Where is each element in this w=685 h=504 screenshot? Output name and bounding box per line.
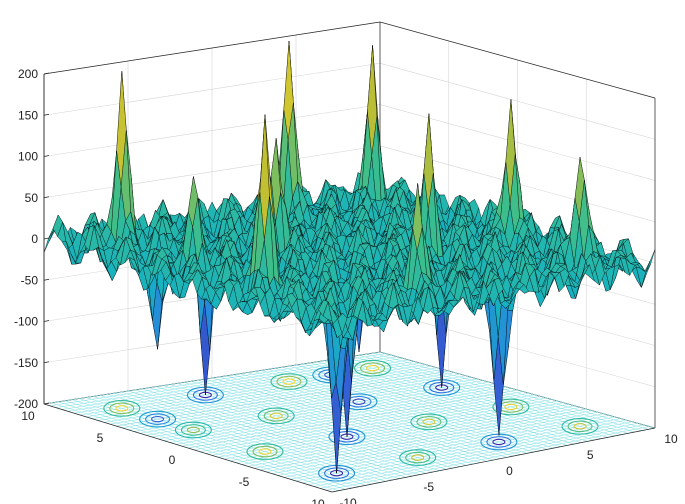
grid-line xyxy=(43,62,381,116)
box-edge xyxy=(43,21,381,75)
floor-contour-ring xyxy=(504,403,518,411)
floor-contour-ring xyxy=(492,398,530,416)
floor-contour-line xyxy=(337,358,615,437)
floor-contour-ring xyxy=(276,375,302,388)
floor-contour-ring xyxy=(246,443,284,460)
surface-mesh xyxy=(43,41,656,474)
floor-contour-line xyxy=(351,356,629,434)
z-tick-label: -50 xyxy=(21,273,39,287)
z-tick-mark xyxy=(43,72,50,75)
z-tick-label: 0 xyxy=(31,232,38,246)
axes-box xyxy=(43,72,656,493)
surface-patch xyxy=(327,318,338,338)
z-tick-label: 50 xyxy=(25,191,39,205)
floor-contour-ring xyxy=(103,399,141,417)
floor-contour-ring xyxy=(263,410,289,422)
grid-line xyxy=(43,104,381,157)
axis-line xyxy=(43,403,333,493)
y-tick-label: -5 xyxy=(239,475,250,489)
y-tick-label: 0 xyxy=(169,453,176,467)
floor-contour-line xyxy=(372,352,649,430)
floor-contour-ring xyxy=(186,426,200,434)
floor-contour-ring xyxy=(252,445,278,458)
floor-contour-ring xyxy=(411,454,425,461)
floor-contour-ring xyxy=(486,436,512,448)
y-tick-label: 5 xyxy=(97,431,104,445)
floor-contour-ring xyxy=(405,451,431,464)
z-tick-label: 100 xyxy=(18,150,38,164)
floor-contour-ring xyxy=(174,421,212,439)
floor-contour-ring xyxy=(416,416,442,428)
floor-contour-ring xyxy=(492,438,506,446)
floor-contour-line xyxy=(79,361,415,416)
z-tick-label: -200 xyxy=(14,397,38,411)
floor-contour-line xyxy=(344,357,622,435)
floor-contour-ring xyxy=(567,420,593,433)
floor-contour-ring xyxy=(180,424,206,436)
x-tick-label: 5 xyxy=(587,448,594,462)
z-tick-mark xyxy=(43,361,50,364)
x-tick-label: 10 xyxy=(664,432,678,446)
z-tick-mark xyxy=(43,320,50,322)
floor-contour-ring xyxy=(258,448,272,455)
floor-contour-line xyxy=(157,381,489,440)
floor-contour-line xyxy=(151,380,484,438)
z-tick-label: -100 xyxy=(14,315,38,329)
z-tick-mark xyxy=(43,278,50,281)
floor-contour-ring xyxy=(151,415,165,423)
z-tick-mark xyxy=(43,237,50,240)
grid-line xyxy=(379,104,656,181)
floor-contour-ring xyxy=(573,423,587,430)
grid-line xyxy=(379,62,656,140)
surface-patch xyxy=(43,230,54,253)
floor-contour-ring xyxy=(270,373,308,390)
floor-contour-ring xyxy=(410,413,448,431)
z-tick-label: 150 xyxy=(18,108,38,122)
floor-contour-ring xyxy=(145,413,171,425)
grid-line xyxy=(43,145,381,199)
floor-contour-ring xyxy=(115,405,129,412)
floor-contour-ring xyxy=(354,359,392,377)
floor-contour-ring xyxy=(269,412,283,419)
z-tick-label: 200 xyxy=(18,67,38,81)
y-tick-label: 10 xyxy=(21,409,35,423)
axis-line xyxy=(331,427,656,493)
floor-contour-ring xyxy=(352,398,366,405)
floor-contour-ring xyxy=(139,410,177,428)
z-tick-label: -150 xyxy=(14,356,38,370)
y-tick-label: -10 xyxy=(307,497,325,504)
floor-contour-ring xyxy=(422,418,436,425)
x-tick-label: -5 xyxy=(423,480,434,494)
x-tick-label: 0 xyxy=(506,464,513,478)
z-tick-mark xyxy=(43,402,50,405)
floor-contour-ring xyxy=(561,417,599,435)
x-tick-label: -10 xyxy=(339,496,357,504)
floor-contour-ring xyxy=(109,402,135,415)
floor-contour-ring xyxy=(360,362,386,374)
grid-line xyxy=(379,310,656,388)
tick-labels: -200-150-100-50050100150200-10-50510-10-… xyxy=(14,67,678,504)
floor-contour-line xyxy=(379,351,656,429)
floor-contour-ring xyxy=(257,407,295,425)
z-tick-mark xyxy=(43,113,50,116)
z-tick-mark xyxy=(43,196,50,199)
floor-contour-ring xyxy=(399,449,437,466)
floor-contour-ring xyxy=(366,365,380,372)
box-edge xyxy=(379,21,656,99)
z-tick-mark xyxy=(43,155,50,157)
floor-contour-line xyxy=(365,353,642,431)
floor-contour-ring xyxy=(282,378,296,385)
floor-contour-line xyxy=(43,351,381,405)
